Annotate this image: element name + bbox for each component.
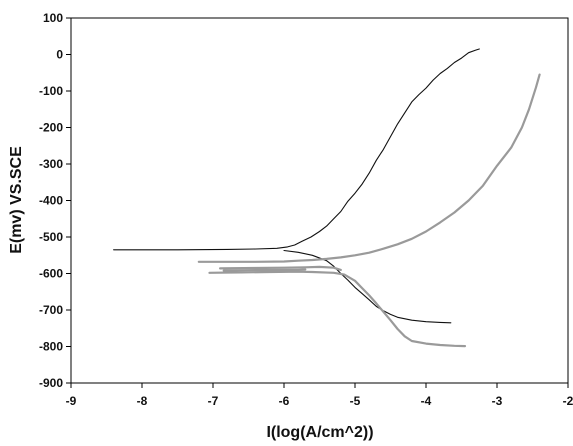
plot-frame xyxy=(70,17,569,384)
y-tick-label: -900 xyxy=(39,376,63,390)
y-tick-label: -600 xyxy=(39,267,63,281)
x-tick-label: -9 xyxy=(66,394,77,408)
series-line-4 xyxy=(208,270,467,348)
y-axis-title: E(mv) VS.SCE xyxy=(8,146,25,254)
y-tick-layer: 100 0 -100 -200 -300 -400 -500 -600 -700 -800 -900 xyxy=(39,11,71,390)
x-tick-label: -3 xyxy=(492,394,503,408)
y-tick-label: -300 xyxy=(39,157,63,171)
y-tick-label: -200 xyxy=(39,121,63,135)
y-tick-label: -700 xyxy=(39,303,63,317)
x-tick-label: -6 xyxy=(279,394,290,408)
y-tick-label: -400 xyxy=(39,194,63,208)
x-tick-label: -5 xyxy=(350,394,361,408)
series-line-2 xyxy=(283,249,452,324)
y-tick-label: -100 xyxy=(39,84,63,98)
series-line-3 xyxy=(197,73,541,263)
x-tick-layer: -9 -8 -7 -6 -5 -4 -3 -2 xyxy=(66,383,573,408)
series-line-5 xyxy=(222,268,307,272)
x-axis-title: I(log(A/cm^2)) xyxy=(266,424,373,441)
series-layer xyxy=(113,48,541,348)
x-tick-label: -2 xyxy=(563,394,573,408)
y-tick-label: -500 xyxy=(39,230,63,244)
x-tick-label: -4 xyxy=(421,394,432,408)
x-tick-label: -7 xyxy=(208,394,219,408)
y-tick-label: 100 xyxy=(43,11,63,25)
x-tick-label: -8 xyxy=(137,394,148,408)
y-tick-label: 0 xyxy=(56,48,63,62)
y-tick-label: -800 xyxy=(39,340,63,354)
series-line-6 xyxy=(219,265,342,271)
series-line-1 xyxy=(113,48,480,251)
